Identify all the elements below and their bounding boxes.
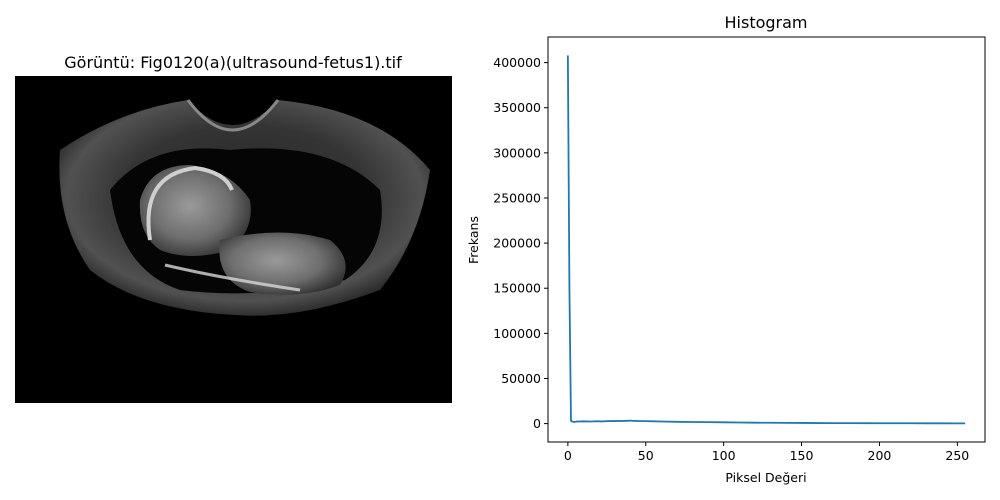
y-tick-label: 200000 <box>493 236 541 251</box>
y-tick-label: 150000 <box>493 281 541 296</box>
probe-arc <box>186 99 280 132</box>
y-tick-label: 100000 <box>493 326 541 341</box>
x-tick-label: 250 <box>945 448 969 463</box>
x-tick-label: 150 <box>790 448 814 463</box>
image-panel-title: Görüntü: Fig0120(a)(ultrasound-fetus1).t… <box>64 53 402 72</box>
y-tick-label: 50000 <box>501 371 541 386</box>
ultrasound-image <box>15 76 452 403</box>
x-axis-label: Piksel Değeri <box>725 470 806 485</box>
x-axis: 0 50 100 150 200 250 <box>564 442 969 463</box>
chart-title: Histogram <box>725 13 808 32</box>
fetus-arc <box>146 165 234 241</box>
y-tick-label: 0 <box>533 416 541 431</box>
y-axis: 0 50000 100000 150000 200000 250000 300000 3500… <box>493 55 548 431</box>
y-axis-label: Frekans <box>466 216 481 264</box>
series-layer <box>566 55 966 425</box>
y-tick-label: 350000 <box>493 100 541 115</box>
plot-area: 0 50 100 150 200 250 0 50000 100000 150000 200000… <box>493 36 986 463</box>
y-tick-label: 400000 <box>493 55 541 70</box>
fetus-head <box>139 165 251 256</box>
x-tick-label: 100 <box>712 448 736 463</box>
fetus-bright-edge <box>164 263 301 292</box>
x-tick-label: 0 <box>564 448 572 463</box>
x-tick-label: 50 <box>638 448 654 463</box>
plot-frame <box>547 36 986 443</box>
x-tick-label: 200 <box>868 448 892 463</box>
histogram-line <box>566 55 966 425</box>
y-tick-label: 300000 <box>493 145 541 160</box>
fetus-body <box>219 232 346 295</box>
y-tick-label: 250000 <box>493 190 541 205</box>
